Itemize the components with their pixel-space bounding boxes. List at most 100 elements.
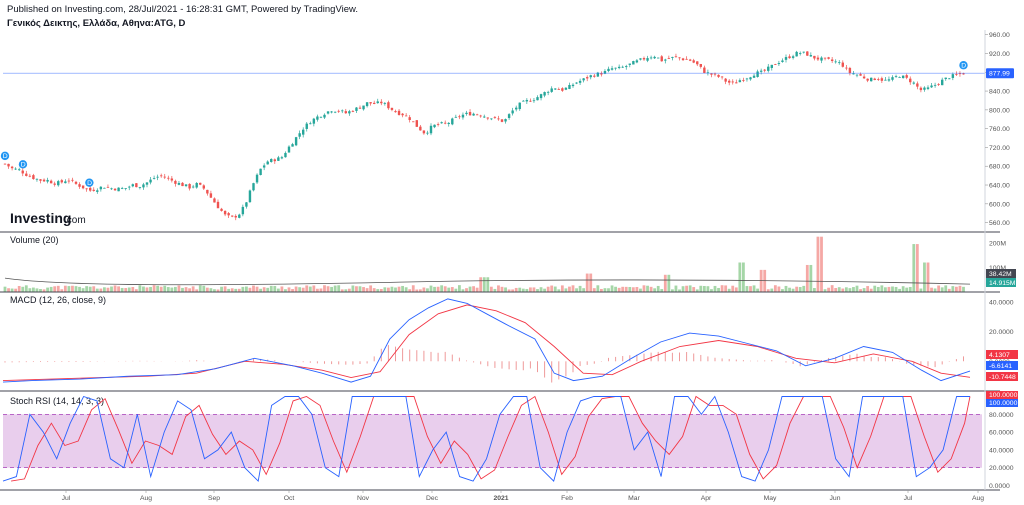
candle-body bbox=[752, 75, 756, 78]
volume-bar bbox=[42, 289, 46, 292]
candle-body bbox=[944, 77, 947, 80]
candle-body bbox=[302, 129, 305, 135]
price-pane[interactable]: D D D D bbox=[0, 50, 985, 221]
volume-bar bbox=[571, 285, 575, 292]
candle-body bbox=[653, 56, 656, 59]
candle-body bbox=[635, 60, 639, 63]
volume-bar bbox=[649, 286, 653, 292]
volume-bar bbox=[912, 244, 916, 292]
candle-body bbox=[436, 124, 440, 125]
volume-bar bbox=[209, 288, 213, 292]
candle-body bbox=[319, 116, 323, 118]
candle-body bbox=[834, 61, 837, 63]
volume-bar bbox=[958, 285, 962, 292]
stoch-rsi-pane[interactable]: Stoch RSI (14, 14, 3, 3) bbox=[2, 395, 982, 483]
volume-bar bbox=[951, 286, 955, 292]
volume-bar bbox=[809, 264, 813, 292]
volume-bar bbox=[344, 289, 348, 292]
macd-last-label: 4.1307 bbox=[989, 352, 1010, 359]
volume-bar bbox=[319, 288, 323, 292]
volume-bar bbox=[85, 286, 89, 292]
candle-body bbox=[632, 61, 635, 65]
candle-body bbox=[841, 62, 844, 67]
price-tick-label: 720.00 bbox=[989, 145, 1010, 152]
volume-bar bbox=[475, 287, 479, 292]
investing-logo: Investing.com bbox=[10, 210, 86, 226]
volume-bar bbox=[813, 288, 816, 292]
volume-bar bbox=[702, 285, 706, 292]
candle-body bbox=[763, 69, 766, 71]
candle-body bbox=[181, 182, 184, 187]
volume-bar bbox=[766, 289, 770, 292]
volume-bar bbox=[426, 288, 429, 292]
volume-last-label: 38.42M bbox=[989, 271, 1012, 278]
volume-bar bbox=[110, 286, 113, 292]
macd-title: MACD (12, 26, close, 9) bbox=[10, 295, 106, 305]
candle-body bbox=[18, 169, 21, 171]
volume-tick-label: 100M bbox=[989, 265, 1006, 272]
macd-tick-label: 20.0000 bbox=[989, 329, 1014, 336]
candle-body bbox=[880, 78, 884, 81]
volume-bar bbox=[351, 285, 355, 292]
volume-bar bbox=[3, 286, 7, 292]
candle-body bbox=[259, 168, 262, 176]
price-tick-label: 760.00 bbox=[989, 126, 1010, 133]
volume-bar bbox=[830, 285, 834, 292]
candle-body bbox=[799, 53, 802, 54]
macd-pane[interactable]: MACD (12, 26, close, 9) bbox=[2, 295, 971, 383]
candle-body bbox=[884, 79, 887, 81]
volume-bar bbox=[603, 288, 607, 292]
candle-body bbox=[703, 67, 706, 73]
stoch-tick-label: 60.0000 bbox=[989, 430, 1014, 437]
candle-body bbox=[525, 99, 529, 102]
volume-bar bbox=[869, 288, 873, 292]
dividend-marker-label: D bbox=[961, 63, 966, 70]
macd-signal-line bbox=[2, 304, 971, 382]
candle-body bbox=[681, 58, 685, 61]
volume-bar bbox=[713, 285, 717, 292]
volume-bar bbox=[294, 286, 298, 292]
volume-bar bbox=[436, 286, 440, 292]
candle-body bbox=[951, 74, 955, 78]
volume-bar bbox=[947, 288, 951, 292]
volume-bar bbox=[379, 288, 383, 292]
candle-body bbox=[724, 78, 727, 82]
volume-bar bbox=[35, 288, 39, 292]
candle-body bbox=[248, 190, 252, 203]
candle-body bbox=[713, 73, 717, 75]
volume-bar bbox=[532, 287, 536, 292]
volume-bar bbox=[866, 286, 870, 292]
candle-body bbox=[323, 114, 326, 118]
candle-body bbox=[777, 63, 781, 65]
candle-body bbox=[238, 214, 241, 218]
candle-body bbox=[92, 189, 95, 191]
candle-body bbox=[646, 58, 649, 61]
candle-body bbox=[806, 51, 809, 56]
volume-bar bbox=[589, 273, 593, 292]
candle-body bbox=[96, 190, 99, 192]
candle-body bbox=[273, 159, 276, 162]
volume-bar bbox=[88, 286, 92, 292]
candle-body bbox=[7, 163, 10, 167]
candle-body bbox=[128, 186, 131, 188]
candle-body bbox=[933, 84, 937, 86]
volume-bar bbox=[347, 288, 351, 292]
candle-body bbox=[610, 68, 614, 70]
volume-bar bbox=[710, 289, 713, 292]
volume-bar bbox=[259, 288, 262, 292]
volume-bar bbox=[582, 288, 586, 292]
time-tick-label: Aug bbox=[140, 495, 152, 502]
candle-body bbox=[465, 112, 468, 115]
volume-pane[interactable]: Volume (20) bbox=[3, 235, 971, 292]
volume-bar bbox=[450, 287, 454, 292]
volume-bar bbox=[805, 264, 809, 292]
candle-body bbox=[830, 59, 834, 62]
volume-bar bbox=[298, 287, 302, 292]
candle-body bbox=[163, 176, 166, 178]
volume-bar bbox=[443, 286, 447, 292]
candle-body bbox=[855, 74, 859, 76]
axes-layer: 960.00920.00880.00840.00800.00760.00720.… bbox=[0, 30, 1018, 502]
candle-body bbox=[866, 78, 869, 81]
volume-bar bbox=[159, 286, 163, 292]
